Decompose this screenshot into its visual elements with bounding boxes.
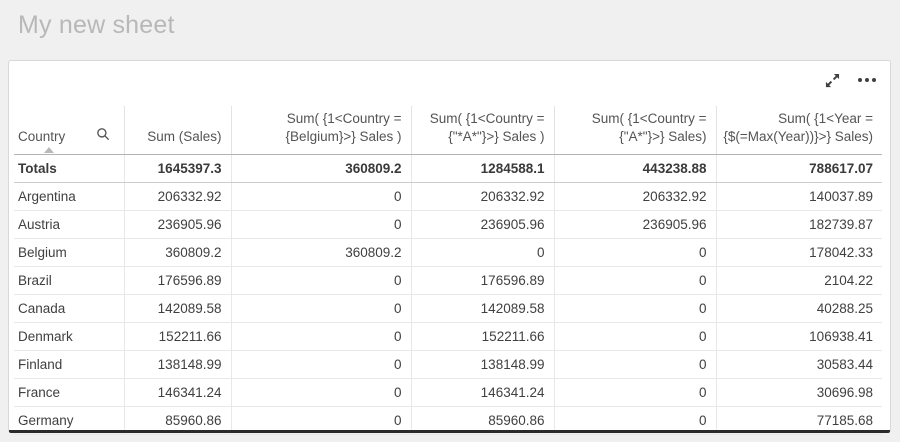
measure-cell: 178042.33 — [715, 238, 882, 268]
measure-cell: 142089.58 — [123, 294, 231, 324]
measure-cell: 138148.99 — [410, 350, 554, 380]
dimension-cell[interactable]: Belgium — [14, 238, 124, 268]
measure-cell: 0 — [553, 294, 716, 324]
column-header-sum-star-a[interactable]: Sum( {1<Country = {"*A*"}>} Sales ) — [410, 106, 554, 156]
measure-cell: 176596.89 — [410, 266, 554, 296]
table-body: Totals 1645397.3 360809.2 1284588.1 443238.8… — [14, 154, 882, 436]
more-options-icon[interactable] — [856, 74, 878, 86]
table-row: Canada 142089.58 0 142089.58 0 40288.25 — [14, 294, 882, 324]
measure-cell: 236905.96 — [123, 210, 231, 240]
measure-cell: 0 — [230, 378, 411, 408]
measure-cell: 0 — [553, 266, 716, 296]
table-object-card: Country Sum (Sales) Sum( {1<Country = {Bel… — [8, 60, 891, 436]
totals-row: Totals 1645397.3 360809.2 1284588.1 443238.8… — [14, 154, 882, 184]
table-row: Austria 236905.96 0 236905.96 236905.96 18273… — [14, 210, 882, 240]
measure-cell: 146341.24 — [123, 378, 231, 408]
measure-cell: 206332.92 — [553, 182, 716, 212]
measure-cell: 152211.66 — [410, 322, 554, 352]
measure-cell: 0 — [230, 266, 411, 296]
dimension-cell[interactable]: Austria — [14, 210, 124, 240]
measure-cell: 360809.2 — [123, 238, 231, 268]
measure-cell: 146341.24 — [410, 378, 554, 408]
measure-cell: 360809.2 — [230, 154, 411, 184]
measure-cell: 30583.44 — [715, 350, 882, 380]
column-header-label: Sum (Sales) — [147, 128, 222, 144]
column-header-sum-a-star[interactable]: Sum( {1<Country = {"A*"}>} Sales) — [553, 106, 716, 156]
table-bottom-scrollbar[interactable] — [9, 430, 890, 433]
table-row: Denmark 152211.66 0 152211.66 0 106938.41 — [14, 322, 882, 352]
measure-cell: 0 — [230, 294, 411, 324]
measure-cell: 236905.96 — [410, 210, 554, 240]
measure-cell: 1284588.1 — [410, 154, 554, 184]
dimension-cell[interactable]: Brazil — [14, 266, 124, 296]
dimension-cell[interactable]: Finland — [14, 350, 124, 380]
measure-cell: 30696.98 — [715, 378, 882, 408]
measure-cell: 142089.58 — [410, 294, 554, 324]
column-header-sum-sales[interactable]: Sum (Sales) — [123, 106, 231, 156]
measure-cell: 206332.92 — [410, 182, 554, 212]
measure-cell: 40288.25 — [715, 294, 882, 324]
column-header-sum-belgium[interactable]: Sum( {1<Country = {Belgium}>} Sales ) — [230, 106, 411, 156]
measure-cell: 443238.88 — [553, 154, 716, 184]
table-row: Brazil 176596.89 0 176596.89 0 2104.22 — [14, 266, 882, 296]
dimension-cell[interactable]: France — [14, 378, 124, 408]
search-icon[interactable] — [96, 127, 110, 146]
table-row: Argentina 206332.92 0 206332.92 206332.92 140… — [14, 182, 882, 212]
measure-cell: 0 — [553, 378, 716, 408]
measure-cell: 2104.22 — [715, 266, 882, 296]
dimension-cell[interactable]: Argentina — [14, 182, 124, 212]
measure-cell: 182739.87 — [715, 210, 882, 240]
measure-cell: 138148.99 — [123, 350, 231, 380]
measure-cell: 0 — [553, 238, 716, 268]
measure-cell: 0 — [410, 238, 554, 268]
column-header-country[interactable]: Country — [14, 106, 124, 156]
measure-cell: 176596.89 — [123, 266, 231, 296]
measure-cell: 106938.41 — [715, 322, 882, 352]
measure-cell: 140037.89 — [715, 182, 882, 212]
table-row: Belgium 360809.2 360809.2 0 0 178042.33 — [14, 238, 882, 268]
measure-cell: 0 — [230, 210, 411, 240]
column-header-label: Sum( {1<Country = {Belgium}>} Sales ) — [285, 111, 402, 144]
fullscreen-icon[interactable] — [825, 73, 840, 88]
measure-cell: 206332.92 — [123, 182, 231, 212]
dimension-cell[interactable]: Denmark — [14, 322, 124, 352]
measure-cell: 0 — [553, 322, 716, 352]
straight-table: Country Sum (Sales) Sum( {1<Country = {Bel… — [14, 106, 882, 436]
sheet-title: My new sheet — [18, 11, 175, 39]
measure-cell: 236905.96 — [553, 210, 716, 240]
column-header-sum-max-year[interactable]: Sum( {1<Year = {$(=Max(Year))}>} Sales) — [715, 106, 882, 156]
measure-cell: 152211.66 — [123, 322, 231, 352]
column-header-label: Country — [18, 128, 66, 144]
table-row: France 146341.24 0 146341.24 0 30696.98 — [14, 378, 882, 408]
sort-ascending-icon — [44, 147, 54, 154]
measure-cell: 0 — [553, 350, 716, 380]
column-header-label: Sum( {1<Country = {"A*"}>} Sales) — [591, 111, 707, 144]
table-header-row: Country Sum (Sales) Sum( {1<Country = {Bel… — [14, 106, 882, 156]
measure-cell: 360809.2 — [230, 238, 411, 268]
measure-cell: 1645397.3 — [123, 154, 231, 184]
measure-cell: 788617.07 — [715, 154, 882, 184]
column-header-label: Sum( {1<Country = {"*A*"}>} Sales ) — [429, 111, 545, 144]
measure-cell: 0 — [230, 182, 411, 212]
dimension-cell[interactable]: Canada — [14, 294, 124, 324]
column-header-label: Sum( {1<Year = {$(=Max(Year))}>} Sales) — [723, 111, 873, 144]
measure-cell: 0 — [230, 350, 411, 380]
object-toolbar — [825, 68, 878, 92]
measure-cell: 0 — [230, 322, 411, 352]
table-row: Finland 138148.99 0 138148.99 0 30583.44 — [14, 350, 882, 380]
totals-label-cell: Totals — [14, 154, 124, 184]
